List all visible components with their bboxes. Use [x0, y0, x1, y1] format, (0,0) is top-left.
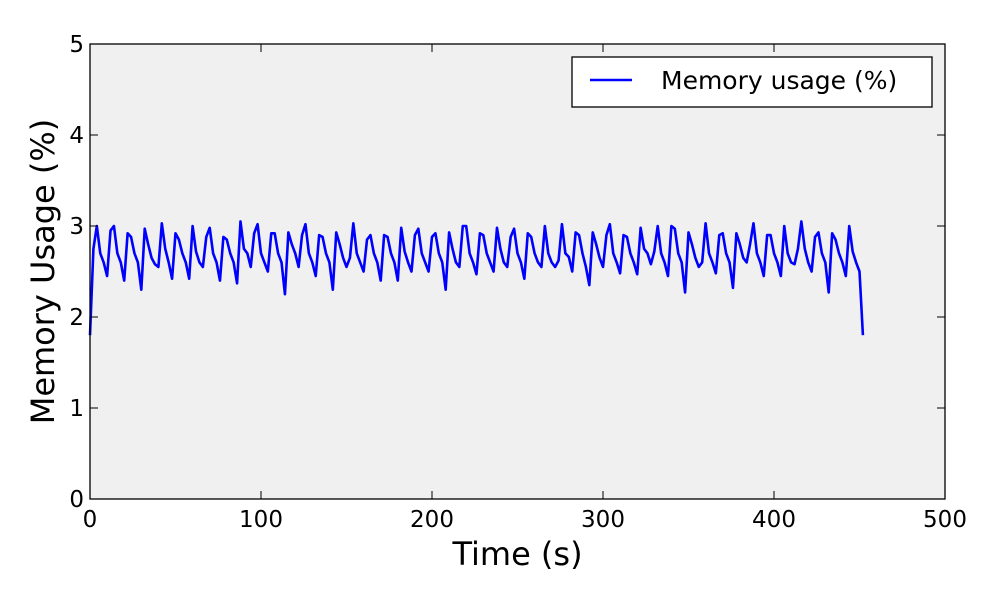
ticks-layer: 0 100 200 300 400 500 0 1 2 3 4 5: [69, 32, 967, 533]
y-tick-label: 1: [69, 396, 84, 422]
y-tick-label: 0: [69, 487, 84, 513]
x-tick-label: 300: [581, 507, 625, 533]
x-tick-label: 200: [410, 507, 454, 533]
y-axis-title: Memory Usage (%): [24, 119, 62, 425]
y-tick-label: 2: [69, 305, 84, 331]
legend-box: [571, 56, 933, 108]
x-tick-label: 500: [923, 507, 967, 533]
plot-area-background: [90, 44, 945, 499]
x-tick-label: 0: [83, 507, 98, 533]
legend-label-memory: Memory usage (%): [661, 66, 897, 95]
series-line-memory-usage: [88, 220, 865, 336]
y-tick-label: 4: [69, 123, 84, 149]
x-axis-title: Time (s): [451, 535, 582, 573]
x-tick-label: 400: [752, 507, 796, 533]
plot-area-frame: [89, 43, 946, 500]
series-layer: [88, 220, 865, 336]
y-tick-label: 5: [69, 32, 84, 58]
x-tick-label: 100: [239, 507, 283, 533]
legend: Memory usage (%): [571, 56, 933, 108]
y-tick-label: 3: [69, 214, 84, 240]
